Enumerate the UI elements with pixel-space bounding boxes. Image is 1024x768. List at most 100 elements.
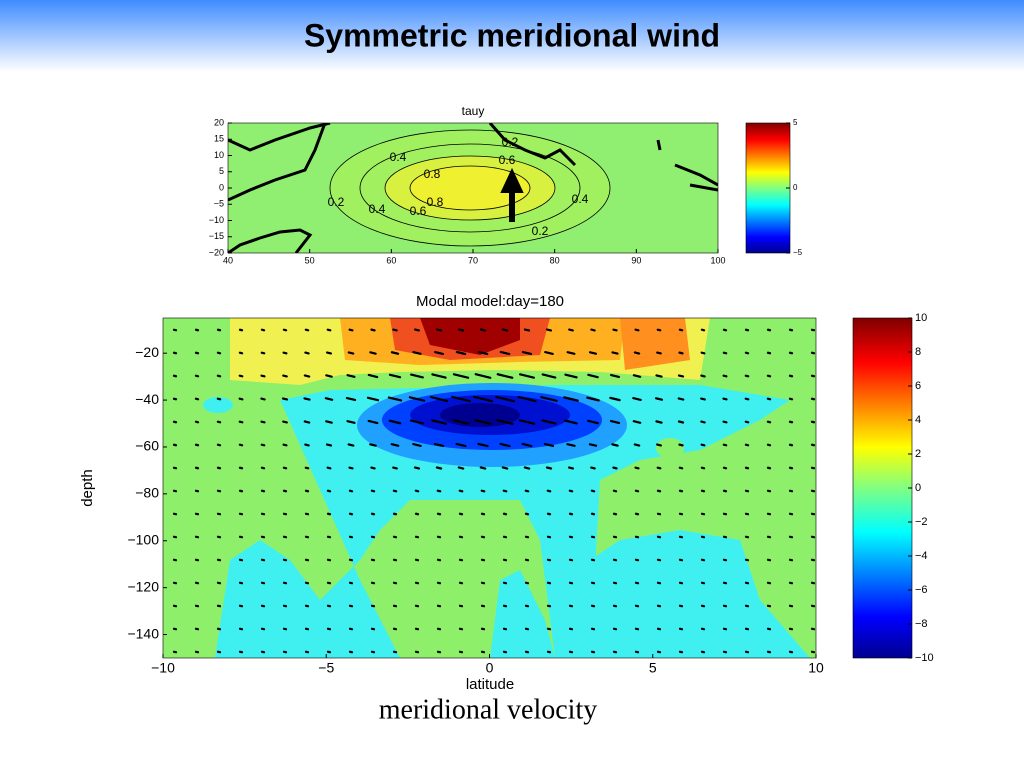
vector [700,397,706,401]
vector [609,419,621,425]
vector [499,442,511,448]
vector [477,442,489,448]
vector [282,328,288,332]
vector [654,397,664,401]
vector [347,443,355,447]
colorbar-tick-label: 6 [915,380,921,392]
vector [566,351,576,355]
y-tick-label: −5 [214,199,224,209]
vector [499,350,511,356]
vector [451,395,471,403]
vector [326,466,332,470]
vector [431,419,447,425]
vector [370,466,376,470]
vector [656,443,662,447]
x-tick-label: −5 [318,660,334,676]
vector [496,419,514,425]
vector [348,328,354,332]
vector [238,351,244,355]
vector [282,466,288,470]
vector [194,443,200,447]
vector [367,419,379,425]
vector [634,328,640,332]
vector [744,374,750,378]
vector [496,373,514,379]
vector [587,419,599,425]
vector [502,512,508,516]
vector [677,420,685,424]
vector [611,443,619,447]
vector [766,397,772,401]
y-tick-label: −40 [135,391,159,407]
vector [194,420,200,424]
vector [545,466,553,470]
vector [413,466,421,470]
vector [521,350,533,356]
vector [412,443,422,447]
vector [788,397,794,401]
vector [388,419,402,425]
vector [387,396,403,402]
vector [194,374,200,378]
vector [523,466,531,470]
vector [303,374,311,378]
vector [392,328,398,332]
colorbar-tick-label: 2 [915,448,921,460]
vector [744,397,750,401]
vector [474,373,492,379]
y-tick-label: 5 [219,166,224,176]
contour-label: 0.6 [410,204,427,218]
vector [369,351,377,355]
vector [568,328,574,332]
vector [480,489,486,493]
vector [501,328,509,332]
contour-label: 0.4 [369,202,386,216]
vector [564,419,578,425]
vector [744,466,750,470]
vector [566,443,576,447]
vector [238,466,244,470]
vector [678,489,684,493]
vector [502,489,508,493]
vector [634,466,640,470]
y-tick-label: −10 [209,215,224,225]
colorbar-tick-label: −6 [915,584,928,596]
y-tick-label: −60 [135,438,159,454]
vector [282,374,288,378]
vector [700,466,706,470]
vector [568,489,574,493]
vector [452,373,470,379]
colorbar-tick-label: −2 [915,516,928,528]
vector [324,397,334,401]
vector [458,489,464,493]
vector [238,443,244,447]
vector [766,351,772,355]
vector [722,420,728,424]
vector [172,420,178,424]
vector [392,466,398,470]
vector [563,396,579,402]
field-1 [228,123,718,253]
vector [325,374,333,378]
x-tick-label: 100 [710,255,725,265]
vector [540,396,558,402]
vector [632,420,642,424]
vector [677,397,685,401]
colorbar-tick-label: 0 [793,183,798,192]
vector [587,373,599,379]
vector [810,397,816,401]
vector [347,351,355,355]
y-tick-label: −100 [127,531,159,547]
caption: meridional velocity [379,694,598,725]
vector [766,443,772,447]
vector [501,466,509,470]
vector [282,420,288,424]
vector [632,397,642,401]
y-tick-label: −120 [127,578,159,594]
vector [655,374,663,378]
chart-title: Modal model:day=180 [416,293,564,310]
vector [590,466,596,470]
y-tick-label: −140 [127,625,159,641]
y-tick-label: 20 [214,117,224,127]
